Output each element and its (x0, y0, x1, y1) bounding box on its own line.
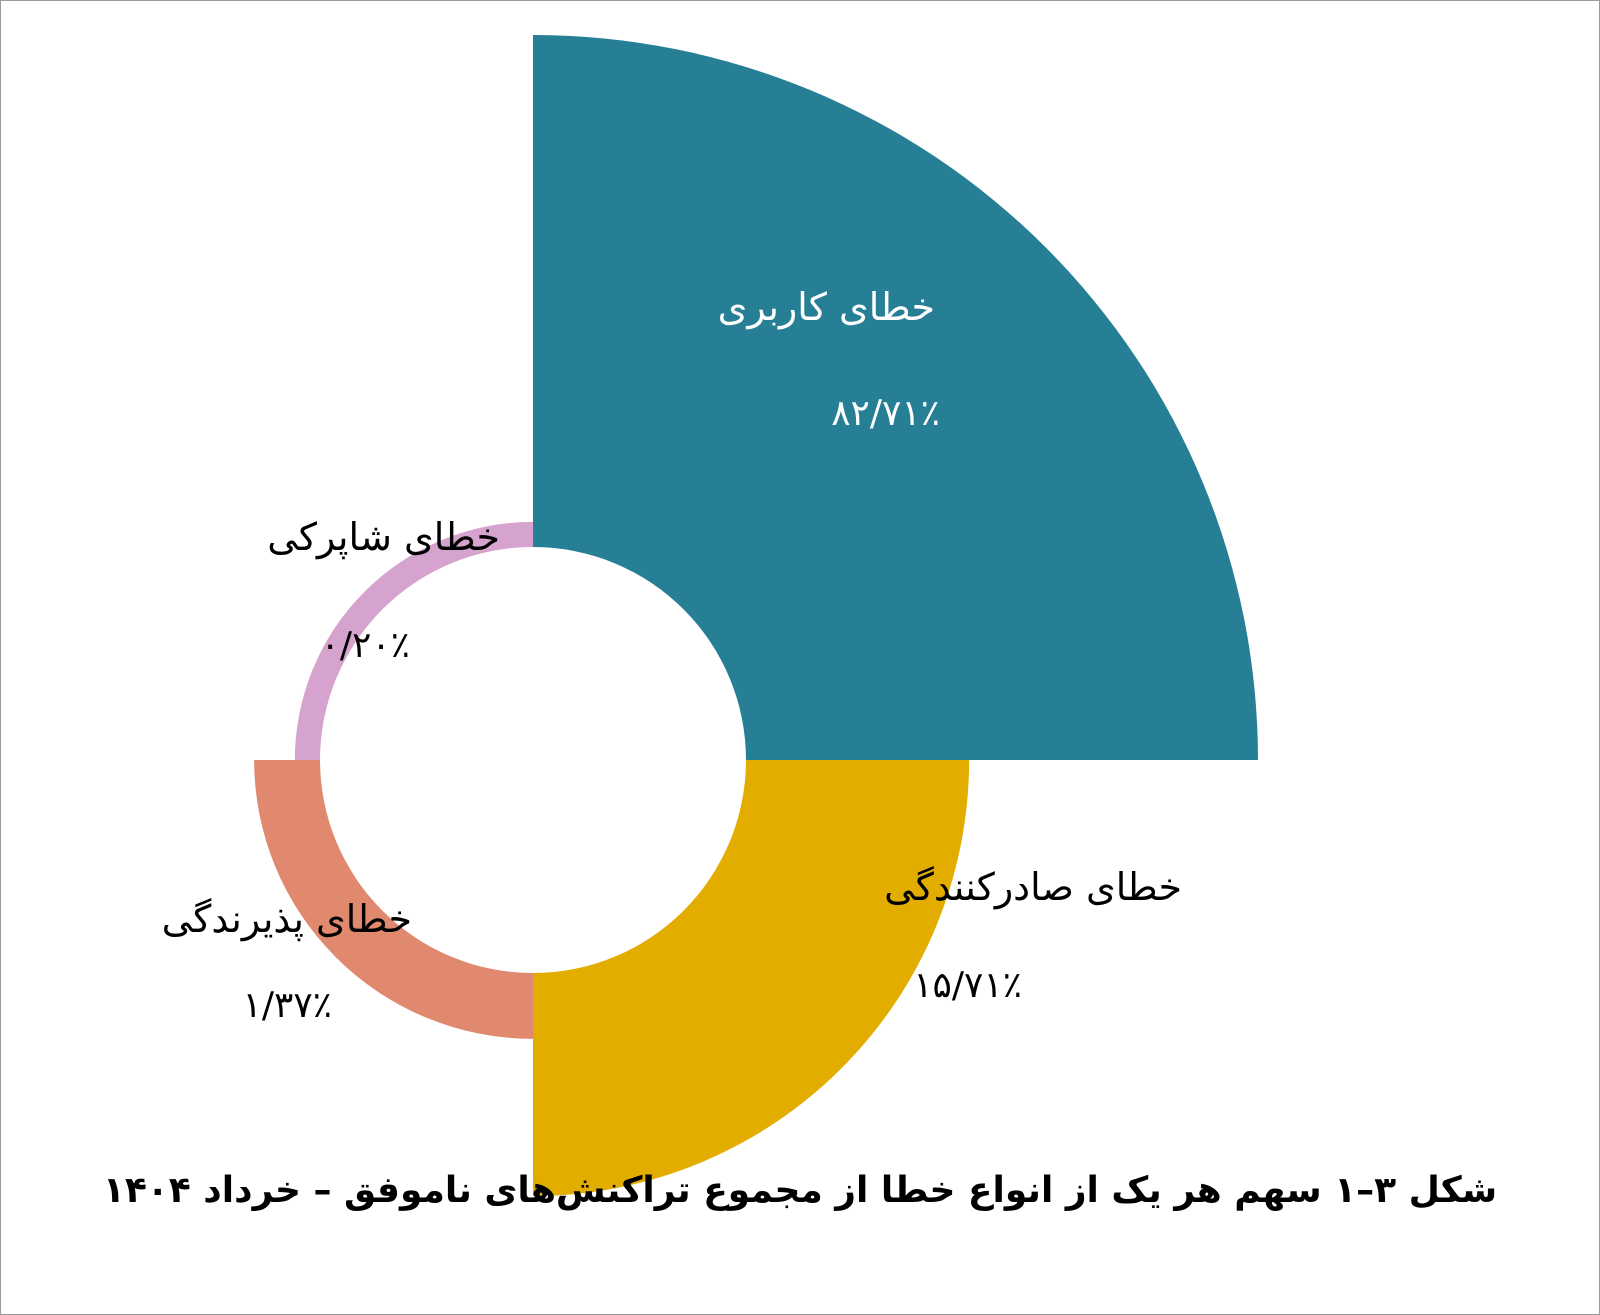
sector-acceptor-error (254, 760, 534, 1039)
slice-label-issuer-error: خطای صادرکنندگی (884, 865, 1182, 909)
sector-issuer-error (533, 760, 970, 1197)
sector-shaparak-error (294, 521, 533, 760)
slice-value-user-error: ۸۲/۷۱٪ (831, 393, 940, 434)
slice-label-shaparak-error: خطای شاپرکی (267, 515, 500, 559)
slice-label-acceptor-error: خطای پذیرندگی (161, 897, 412, 941)
slice-value-shaparak-error: ۰/۲۰٪ (320, 625, 410, 666)
figure-caption: شکل ۳–۱ سهم هر یک از انواع خطا از مجموع … (102, 1170, 1498, 1211)
slice-label-user-error: خطای کاربری (717, 285, 935, 329)
slice-value-acceptor-error: ۱/۳۷٪ (242, 985, 332, 1026)
sector-user-error (533, 35, 1258, 760)
slice-value-issuer-error: ۱۵/۷۱٪ (913, 965, 1022, 1006)
